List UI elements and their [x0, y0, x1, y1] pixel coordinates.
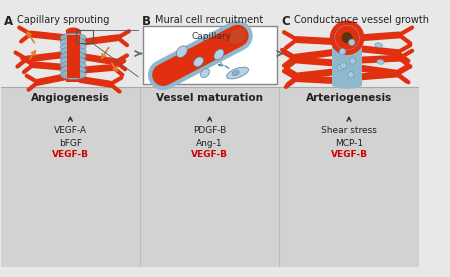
- Circle shape: [340, 62, 346, 69]
- Text: Mural cell recruitment: Mural cell recruitment: [155, 16, 263, 25]
- Text: VEGF-A: VEGF-A: [54, 126, 87, 135]
- Text: C: C: [281, 16, 290, 29]
- Bar: [67, 72, 80, 78]
- Text: Capillary: Capillary: [192, 32, 232, 41]
- Text: Shear stress: Shear stress: [321, 126, 377, 135]
- Ellipse shape: [176, 46, 187, 57]
- Bar: [67, 68, 80, 73]
- Text: B: B: [142, 16, 151, 29]
- Ellipse shape: [60, 38, 86, 47]
- Ellipse shape: [60, 33, 86, 42]
- Text: Arteriogenesis: Arteriogenesis: [306, 93, 392, 102]
- Bar: [1, 87, 418, 267]
- Bar: [67, 40, 80, 45]
- Text: VEGF-B: VEGF-B: [52, 150, 89, 159]
- Ellipse shape: [60, 70, 86, 79]
- Text: PDGF-B: PDGF-B: [193, 126, 226, 135]
- Text: VEGF-B: VEGF-B: [330, 150, 368, 159]
- Bar: [76, 30, 93, 43]
- Bar: [1, 10, 418, 87]
- Text: Capillary sprouting: Capillary sprouting: [18, 16, 110, 25]
- Ellipse shape: [232, 71, 239, 76]
- Ellipse shape: [375, 43, 382, 48]
- Circle shape: [347, 72, 354, 78]
- Text: Conductance vessel growth: Conductance vessel growth: [294, 16, 429, 25]
- Bar: [67, 58, 80, 64]
- Circle shape: [349, 58, 356, 64]
- Bar: [67, 63, 80, 68]
- Ellipse shape: [201, 69, 209, 78]
- Bar: [67, 35, 80, 40]
- Bar: [332, 38, 362, 85]
- Text: MCP-1: MCP-1: [335, 139, 363, 148]
- Circle shape: [338, 64, 344, 71]
- Ellipse shape: [228, 27, 247, 44]
- Ellipse shape: [194, 57, 203, 67]
- Ellipse shape: [60, 42, 86, 52]
- Ellipse shape: [214, 49, 224, 60]
- Ellipse shape: [377, 60, 384, 64]
- Ellipse shape: [226, 67, 248, 79]
- Ellipse shape: [335, 26, 359, 50]
- Ellipse shape: [66, 27, 81, 35]
- Ellipse shape: [60, 52, 86, 61]
- Text: VEGF-B: VEGF-B: [191, 150, 228, 159]
- Bar: [67, 49, 80, 55]
- Ellipse shape: [60, 56, 86, 66]
- Bar: [67, 44, 80, 50]
- Circle shape: [348, 39, 355, 46]
- Text: Ang-1: Ang-1: [196, 139, 223, 148]
- Bar: [67, 53, 80, 59]
- Bar: [66, 31, 81, 82]
- Ellipse shape: [342, 32, 353, 43]
- Ellipse shape: [60, 47, 86, 56]
- Bar: [143, 26, 278, 84]
- Circle shape: [339, 48, 346, 55]
- Text: bFGF: bFGF: [59, 139, 82, 148]
- Ellipse shape: [332, 81, 362, 89]
- Text: Angiogenesis: Angiogenesis: [31, 93, 110, 102]
- Ellipse shape: [60, 61, 86, 70]
- Text: Vessel maturation: Vessel maturation: [156, 93, 263, 102]
- Text: A: A: [4, 16, 13, 29]
- Ellipse shape: [60, 66, 86, 75]
- Ellipse shape: [332, 23, 362, 53]
